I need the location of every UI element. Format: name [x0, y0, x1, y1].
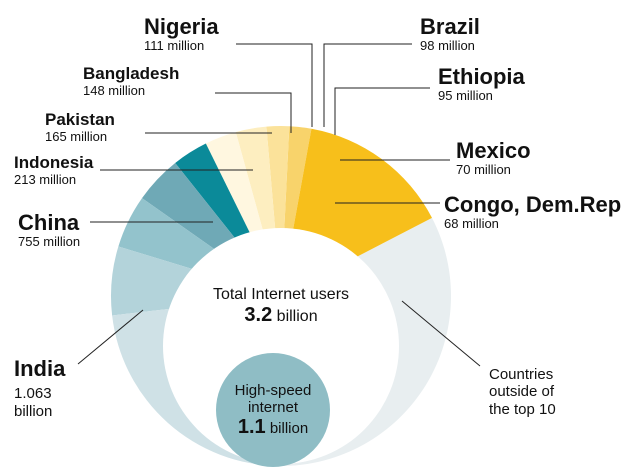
- label-mexico: Mexico 70 million: [456, 138, 531, 178]
- leader-india: [77, 309, 144, 365]
- label-india: India 1.063 billion: [14, 356, 66, 420]
- leader-nigeria: [236, 43, 313, 127]
- leader-brazil: [323, 43, 412, 127]
- label-indonesia: Indonesia 213 million: [14, 153, 94, 187]
- leader-bangladesh: [215, 92, 292, 133]
- total-users-value: 3.2: [244, 304, 273, 326]
- label-pakistan: Pakistan 165 million: [45, 110, 115, 144]
- leader-outside: [401, 300, 481, 367]
- label-brazil: Brazil 98 million: [420, 14, 480, 54]
- label-nigeria: Nigeria 111 million: [144, 14, 219, 54]
- total-users-unit: billion: [276, 308, 318, 325]
- label-ethiopia: Ethiopia 95 million: [438, 64, 525, 104]
- label-china: China 755 million: [18, 210, 81, 250]
- highspeed-unit: billion: [269, 420, 309, 437]
- highspeed-value: 1.1: [237, 416, 266, 438]
- slice-mexico: [266, 126, 290, 296]
- label-congo: Congo, Dem.Rep 68 million: [444, 192, 622, 232]
- leader-lines: [77, 43, 481, 367]
- highspeed-label: High-speed internet 1.1 billion: [234, 382, 312, 438]
- total-users-label: Total Internet users 3.2 billion: [212, 286, 350, 326]
- label-outside: Countries outside of the top 10: [489, 366, 556, 418]
- leader-ethiopia: [334, 87, 430, 135]
- highspeed-circle: [216, 353, 330, 467]
- label-bangladesh: Bangladesh 148 million: [83, 64, 180, 98]
